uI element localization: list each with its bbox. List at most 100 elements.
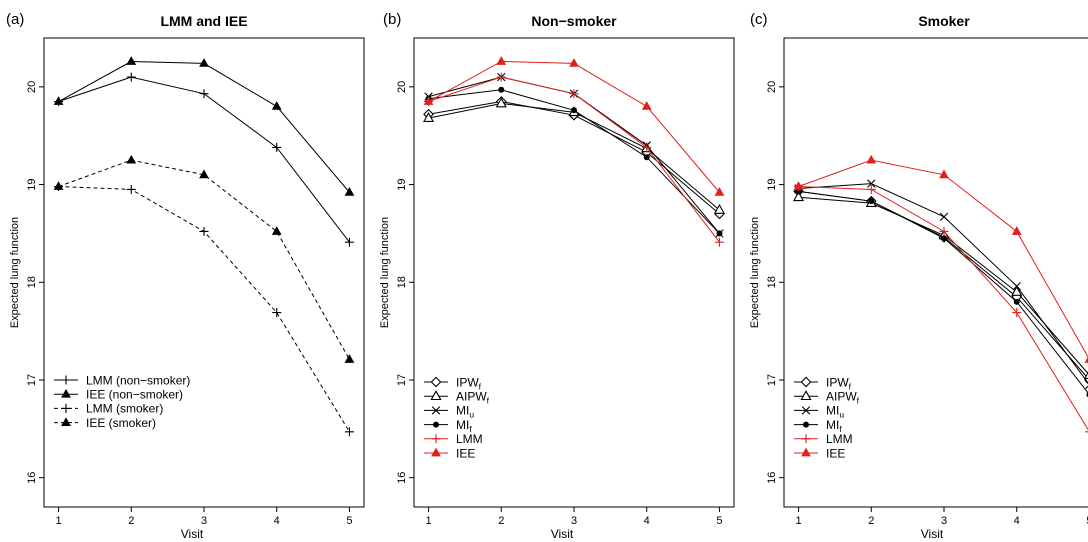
data-point xyxy=(714,187,725,196)
data-point xyxy=(272,308,282,318)
series-1 xyxy=(54,72,354,247)
data-point xyxy=(498,86,505,93)
data-point xyxy=(344,354,355,363)
data-point xyxy=(126,72,136,82)
legend-label: LMM (non−smoker) xyxy=(86,373,190,387)
series-line xyxy=(798,190,1088,394)
legend-label: MIu xyxy=(456,404,474,420)
legend-label: IEE xyxy=(456,446,475,460)
data-point xyxy=(714,237,724,247)
legend-marker xyxy=(803,421,809,428)
series-4 xyxy=(425,86,723,237)
data-point xyxy=(866,154,877,164)
legend-marker xyxy=(433,421,439,428)
data-point xyxy=(1085,380,1088,390)
panel-title: Non−smoker xyxy=(531,13,617,29)
series-4 xyxy=(53,154,355,363)
data-point xyxy=(272,142,282,152)
y-tick-label: 16 xyxy=(396,472,408,484)
data-point xyxy=(199,58,209,67)
legend-marker xyxy=(61,403,71,413)
data-point xyxy=(1011,285,1023,296)
x-tick-label: 3 xyxy=(571,515,577,527)
x-tick-label: 5 xyxy=(346,515,352,527)
series-5 xyxy=(424,72,724,247)
y-tick-label: 17 xyxy=(396,374,408,386)
x-tick-label: 3 xyxy=(941,515,947,527)
legend-marker xyxy=(431,447,441,457)
data-point xyxy=(642,142,652,152)
legend-label: LMM xyxy=(826,432,853,446)
x-tick-label: 5 xyxy=(716,515,722,527)
series-line xyxy=(798,196,1088,375)
panel-title: LMM and IEE xyxy=(160,13,247,29)
data-point xyxy=(939,226,949,236)
legend-label: IEE (smoker) xyxy=(86,416,156,430)
legend-label: AIPWf xyxy=(456,390,490,406)
data-point xyxy=(1012,281,1021,291)
data-point xyxy=(1084,356,1088,363)
data-point xyxy=(496,56,507,65)
data-point xyxy=(939,169,949,179)
panel-label: (a) xyxy=(6,11,24,28)
data-point xyxy=(939,212,949,221)
series-6 xyxy=(423,56,725,196)
legend: LMM (non−smoker)IEE (non−smoker)LMM (smo… xyxy=(54,373,190,430)
data-point xyxy=(793,181,804,190)
legend-label: IPWf xyxy=(826,375,852,391)
y-tick-label: 17 xyxy=(766,374,778,386)
x-axis-label: Visit xyxy=(551,527,574,541)
data-point xyxy=(866,184,876,194)
data-point xyxy=(571,107,577,114)
series-4 xyxy=(795,188,1088,398)
legend-marker xyxy=(801,434,811,444)
series-2 xyxy=(53,56,355,196)
x-tick-label: 2 xyxy=(498,515,504,527)
panel-2: (b) Non−smoker 1 2 3 4 5 Visit 16 17 18 19 20 Expecte… xyxy=(379,11,735,541)
x-tick-label: 1 xyxy=(425,515,431,527)
x-tick-label: 5 xyxy=(1086,515,1088,527)
series-line xyxy=(58,76,350,243)
series-2 xyxy=(423,97,725,214)
legend-marker xyxy=(61,417,71,426)
series-line xyxy=(58,159,350,360)
legend-label: LMM xyxy=(456,432,483,446)
legend-marker xyxy=(430,376,442,388)
legend-label: AIPWf xyxy=(826,390,860,406)
y-tick-label: 19 xyxy=(396,178,408,190)
data-point xyxy=(344,237,354,247)
legend-marker xyxy=(801,447,811,457)
data-point xyxy=(126,184,136,194)
data-point xyxy=(713,203,725,214)
legend-label: IEE (non−smoker) xyxy=(86,388,183,402)
x-axis-label: Visit xyxy=(921,527,944,541)
x-tick-label: 1 xyxy=(55,515,61,527)
series-line xyxy=(798,183,1088,384)
y-tick-label: 17 xyxy=(26,374,38,386)
data-point xyxy=(199,169,209,179)
data-point xyxy=(716,230,723,237)
y-axis-label: Expected lung function xyxy=(9,217,21,328)
data-point xyxy=(643,154,650,161)
data-point xyxy=(126,56,137,65)
x-axis-label: Visit xyxy=(181,527,204,541)
data-point xyxy=(641,101,652,110)
x-tick-label: 4 xyxy=(274,515,280,527)
legend-marker xyxy=(800,376,812,388)
data-point xyxy=(569,89,579,99)
x-tick-label: 4 xyxy=(1014,515,1020,527)
series-line xyxy=(798,190,1088,380)
data-point xyxy=(1084,431,1088,433)
data-point xyxy=(53,181,64,190)
data-point xyxy=(495,97,507,108)
panel-3: (c) Smoker 1 2 3 4 5 Visit 16 17 18 19 20 Expected lu… xyxy=(749,11,1088,541)
x-tick-label: 1 xyxy=(795,515,801,527)
series-1 xyxy=(793,186,1088,384)
legend-label: MIf xyxy=(826,418,842,434)
panel-title: Smoker xyxy=(918,13,970,29)
y-tick-label: 16 xyxy=(766,472,778,484)
y-tick-label: 20 xyxy=(396,81,408,93)
panel-label: (c) xyxy=(750,11,768,28)
